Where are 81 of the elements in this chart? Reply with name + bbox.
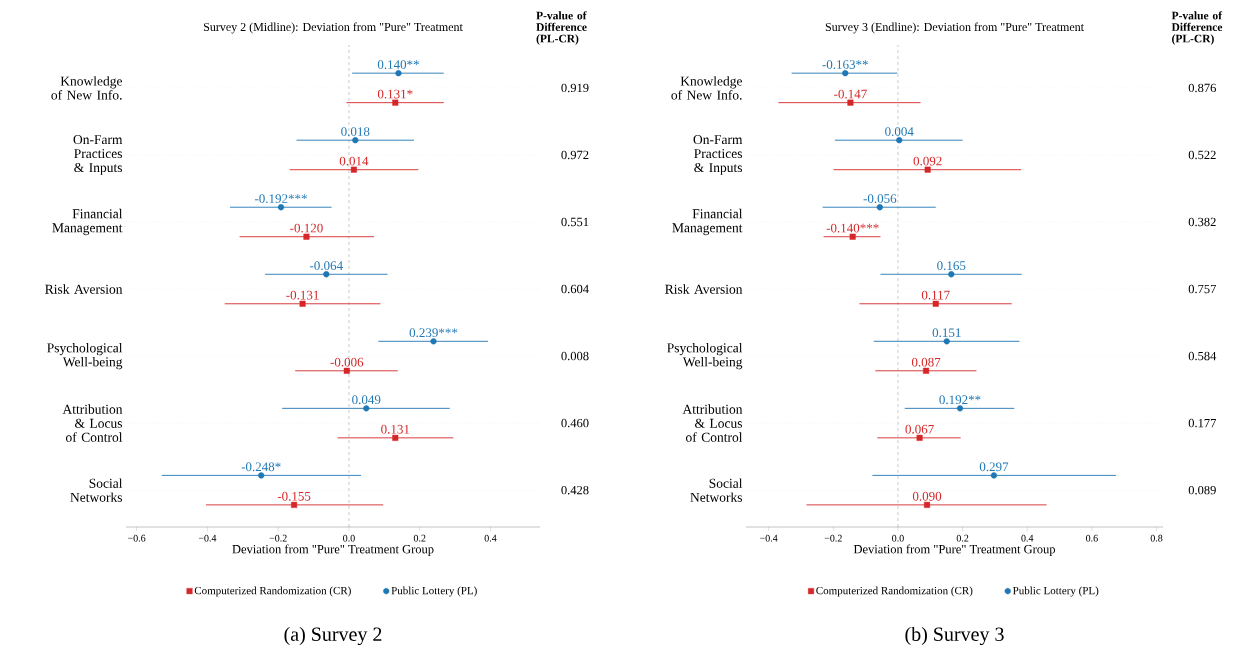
x-tick-label: 0.4 bbox=[1021, 534, 1034, 542]
data-label: 0.192** bbox=[939, 395, 981, 405]
x-tick-label: −0.2 bbox=[824, 534, 842, 542]
data-label: 0.239*** bbox=[409, 328, 458, 338]
data-label: 0.297 bbox=[979, 462, 1009, 472]
y-tick-label: Knowledge of New Info. bbox=[671, 76, 742, 100]
data-label: 0.087 bbox=[911, 357, 941, 367]
legend-label: Public Lottery (PL) bbox=[1012, 586, 1099, 597]
data-label: 0.165 bbox=[937, 261, 966, 271]
text: (a) Survey 2 bbox=[284, 626, 382, 646]
x-tick-label: 0.6 bbox=[1086, 534, 1098, 542]
data-label: -0.147 bbox=[834, 89, 867, 99]
data-label: -0.155 bbox=[277, 491, 311, 501]
data-label: 0.004 bbox=[885, 127, 914, 136]
data-label: 0.131* bbox=[377, 89, 413, 99]
y-tick-label: Social Networks bbox=[70, 478, 123, 502]
text: 0.919 bbox=[561, 83, 589, 93]
data-label: 0.092 bbox=[913, 156, 942, 166]
y-tick-label: On-Farm Practices & Inputs bbox=[73, 135, 123, 175]
x-tick-label: 0.8 bbox=[1150, 534, 1163, 542]
data-label: 0.049 bbox=[352, 395, 381, 405]
text: 0.382 bbox=[1188, 217, 1216, 227]
y-tick-label: On-Farm Practices & Inputs bbox=[693, 135, 743, 175]
data-label: 0.131 bbox=[381, 424, 410, 434]
chart-title: Survey 2 (Midline): Deviation from "Pure" Treatment bbox=[203, 22, 463, 34]
y-tick-label: Financial Management bbox=[52, 208, 123, 236]
data-label: -0.131 bbox=[286, 290, 319, 300]
text: 0.008 bbox=[561, 351, 589, 361]
text: 0.604 bbox=[561, 284, 589, 294]
y-tick-label: Risk Aversion bbox=[45, 284, 123, 294]
text: 0.876 bbox=[1188, 83, 1216, 93]
x-axis-title: Deviation from "Pure" Treatment Group bbox=[853, 544, 1056, 556]
data-label: -0.120 bbox=[290, 223, 323, 233]
data-label: 0.090 bbox=[912, 491, 942, 501]
y-tick-label: Knowledge of New Info. bbox=[51, 76, 122, 100]
text: 0.972 bbox=[561, 150, 589, 160]
y-tick-label: Risk Aversion bbox=[665, 284, 743, 294]
data-label: 0.014 bbox=[339, 156, 369, 166]
y-tick-label: Social Networks bbox=[690, 478, 743, 502]
text: 0.177 bbox=[1188, 418, 1216, 428]
x-tick-label: 0.0 bbox=[343, 534, 355, 542]
text: 0.089 bbox=[1188, 485, 1216, 495]
legend-label: Public Lottery (PL) bbox=[391, 586, 477, 597]
data-label: -0.056 bbox=[863, 194, 897, 204]
y-tick-label: Psychological Well-being bbox=[667, 342, 743, 370]
text: P-value of Difference (PL-CR) bbox=[1171, 11, 1223, 45]
y-tick-label: Attribution & Locus of Control bbox=[682, 404, 743, 442]
x-tick-label: −0.4 bbox=[760, 534, 778, 542]
x-tick-label: −0.4 bbox=[198, 534, 217, 542]
x-tick-label: −0.6 bbox=[128, 534, 146, 542]
data-label: -0.163** bbox=[822, 60, 868, 69]
data-label: -0.006 bbox=[330, 357, 364, 367]
data-label: -0.064 bbox=[309, 261, 343, 271]
text: 0.584 bbox=[1188, 351, 1217, 361]
data-label: 0.067 bbox=[905, 424, 934, 434]
text: P-value of Difference (PL-CR) bbox=[536, 11, 587, 45]
x-tick-label: 0.0 bbox=[892, 534, 904, 542]
text: 0.460 bbox=[561, 418, 589, 428]
chart-title: Survey 3 (Endline): Deviation from "Pure" Treatment bbox=[825, 22, 1084, 34]
data-label: 0.151 bbox=[932, 328, 961, 338]
x-tick-label: 0.2 bbox=[413, 534, 426, 542]
data-label: -0.140*** bbox=[826, 223, 879, 233]
text: 0.757 bbox=[1188, 284, 1216, 294]
legend-label: Computerized Randomization (CR) bbox=[194, 586, 351, 597]
data-label: -0.192*** bbox=[254, 194, 307, 204]
text: 0.428 bbox=[561, 485, 589, 495]
text: (b) Survey 3 bbox=[905, 626, 1004, 646]
y-tick-label: Attribution & Locus of Control bbox=[62, 404, 123, 442]
y-tick-label: Psychological Well-being bbox=[47, 342, 123, 370]
x-tick-label: 0.4 bbox=[484, 534, 497, 542]
legend-label: Computerized Randomization (CR) bbox=[816, 586, 973, 597]
data-label: 0.140** bbox=[377, 60, 419, 69]
y-tick-label: Financial Management bbox=[672, 208, 743, 236]
x-tick-label: 0.2 bbox=[956, 534, 969, 542]
data-label: 0.018 bbox=[341, 127, 370, 136]
text: 0.551 bbox=[561, 217, 589, 227]
x-tick-label: −0.2 bbox=[269, 534, 287, 542]
text: 0.522 bbox=[1188, 150, 1216, 160]
x-axis-title: Deviation from "Pure" Treatment Group bbox=[232, 544, 434, 556]
data-label: 0.117 bbox=[921, 290, 950, 300]
data-label: -0.248* bbox=[241, 462, 281, 472]
